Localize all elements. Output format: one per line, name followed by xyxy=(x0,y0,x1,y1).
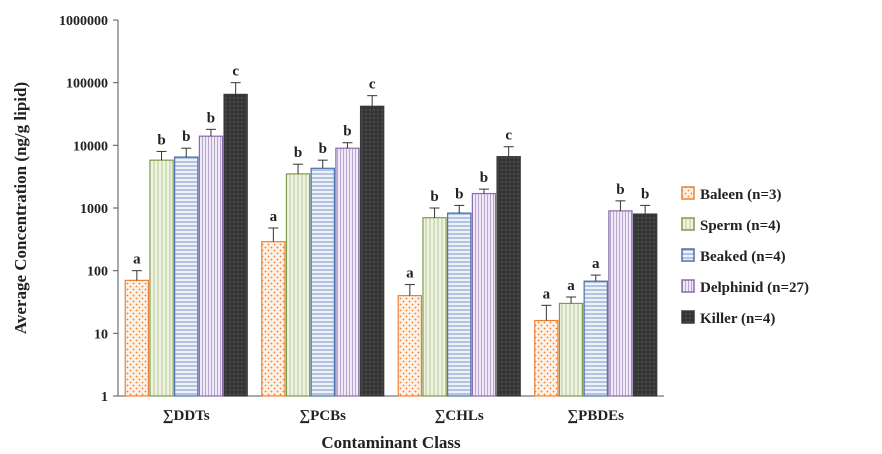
legend-swatch xyxy=(681,217,695,231)
bar-4-2 xyxy=(335,147,360,397)
legend-swatch xyxy=(681,248,695,262)
significance-letter: c xyxy=(505,128,512,144)
legend-swatch xyxy=(681,279,695,293)
bar-5-3 xyxy=(496,156,521,397)
significance-letter: c xyxy=(369,77,376,93)
bar-1-2 xyxy=(261,241,286,397)
bar-2-3 xyxy=(422,217,447,397)
x-axis-title: Contaminant Class xyxy=(321,433,461,452)
category-label: ∑PCBs xyxy=(299,408,346,424)
bar-1-1 xyxy=(124,279,150,397)
y-tick-label: 1000000 xyxy=(59,14,108,29)
significance-letter: a xyxy=(543,286,551,302)
y-tick-label: 100 xyxy=(87,265,108,280)
significance-letter: a xyxy=(592,256,600,272)
legend: Baleen (n=3) Sperm (n=4) Beaked (n=4) Delph… xyxy=(681,186,809,327)
category-label: ∑DDTs xyxy=(163,408,210,424)
significance-letter: b xyxy=(641,186,649,202)
significance-letter: b xyxy=(157,132,165,148)
y-tick-label: 1 xyxy=(101,390,108,405)
bar-5-4 xyxy=(632,213,658,397)
significance-letter: b xyxy=(480,170,488,186)
bar-3-3 xyxy=(447,212,472,397)
significance-letter: c xyxy=(232,64,239,80)
legend-label: Sperm (n=4) xyxy=(700,218,781,234)
bar-2-2 xyxy=(285,173,311,397)
category-label: ∑PBDEs xyxy=(567,408,624,424)
legend-label: Delphinid (n=27) xyxy=(700,280,809,296)
y-tick-label: 100000 xyxy=(66,77,108,92)
significance-letter: b xyxy=(294,145,302,161)
significance-letter: b xyxy=(207,110,215,126)
bar-2-1 xyxy=(149,159,174,397)
bar-3-1 xyxy=(174,156,199,397)
category-label: ∑CHLs xyxy=(435,408,484,424)
y-tick-label: 10000 xyxy=(73,139,108,154)
bar-3-2 xyxy=(310,167,335,397)
significance-letter: a xyxy=(133,252,141,268)
significance-letter: a xyxy=(270,209,278,225)
bar-4-3 xyxy=(471,192,497,397)
y-ticks: 1 10 100 1000 10000 100000 1000000 xyxy=(59,14,118,405)
bar-3-4 xyxy=(583,280,608,397)
y-tick-label: 10 xyxy=(94,327,108,342)
bar-2-4 xyxy=(558,302,584,397)
legend-label: Beaked (n=4) xyxy=(700,249,786,265)
bar-5-2 xyxy=(359,105,385,397)
significance-letter: b xyxy=(616,182,624,198)
category-labels: ∑DDTs ∑PCBs ∑CHLs ∑PBDEs xyxy=(163,408,624,424)
bar-4-4 xyxy=(608,210,633,397)
bar-5-1 xyxy=(223,93,248,397)
bar-1-4 xyxy=(534,319,559,397)
significance-letter: b xyxy=(319,141,327,157)
bar-4-1 xyxy=(198,135,224,397)
legend-swatch xyxy=(681,186,695,200)
y-tick-label: 1000 xyxy=(80,202,108,217)
significance-letter: b xyxy=(182,129,190,145)
significance-letter: b xyxy=(343,124,351,140)
significance-letter: b xyxy=(430,189,438,205)
significance-letter: b xyxy=(455,186,463,202)
legend-label: Killer (n=4) xyxy=(700,311,775,327)
legend-swatch xyxy=(681,310,695,324)
y-axis-title: Average Concentration (ng/g lipid) xyxy=(11,82,30,334)
significance-letter: a xyxy=(567,278,575,294)
significance-letter: a xyxy=(406,266,414,282)
legend-label: Baleen (n=3) xyxy=(700,187,781,203)
bar-1-3 xyxy=(397,295,423,397)
